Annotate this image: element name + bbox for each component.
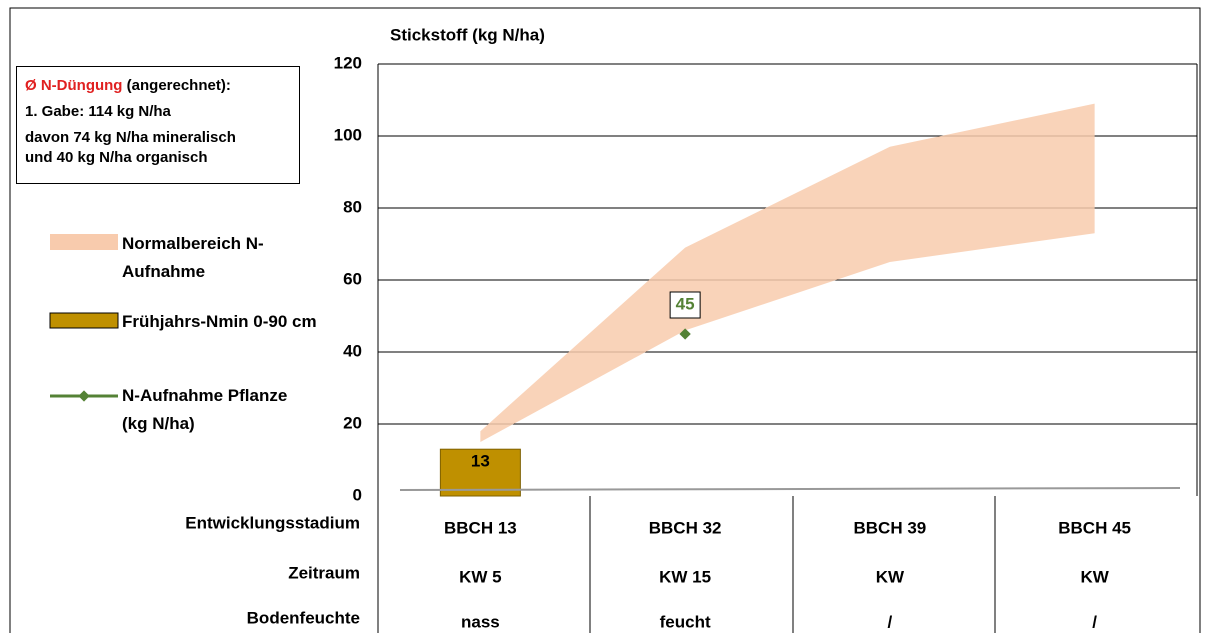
- y-tick-label: 100: [334, 125, 362, 144]
- table-cell: KW 15: [659, 567, 711, 586]
- info-highlight: Ø N-Düngung: [25, 77, 123, 94]
- y-tick-label: 40: [343, 341, 362, 360]
- normal-range-band: [480, 103, 1095, 442]
- legend-label: Normalbereich N-Aufnahme: [122, 234, 264, 281]
- table-cell: KW: [876, 567, 905, 586]
- category-label: BBCH 13: [444, 518, 517, 537]
- category-label: BBCH 39: [854, 518, 927, 537]
- table-cell: KW: [1080, 567, 1109, 586]
- chart-title: Stickstoff (kg N/ha): [390, 25, 545, 44]
- info-heading: Ø N-Düngung (angerechnet):: [25, 73, 291, 99]
- y-tick-label: 120: [334, 53, 362, 72]
- row-label: Zeitraum: [288, 563, 360, 582]
- y-tick-label: 80: [343, 197, 362, 216]
- info-line: davon 74 kg N/ha mineralisch: [25, 129, 236, 146]
- bar-label: 13: [471, 452, 490, 471]
- table-cell: nass: [461, 612, 500, 631]
- legend-label: N-Aufnahme Pflanze (kg N/ha): [122, 386, 288, 433]
- page-frame: [9, 7, 1201, 633]
- category-label: BBCH 45: [1058, 518, 1131, 537]
- info-box: Ø N-Düngung (angerechnet): 1. Gabe: 114 …: [16, 66, 300, 184]
- y-tick-label: 60: [343, 269, 362, 288]
- table-cell: /: [1092, 612, 1097, 631]
- info-line: und 40 kg N/ha organisch: [25, 149, 208, 166]
- info-line: 1. Gabe: 114 kg N/ha: [25, 103, 171, 120]
- row-label: Bodenfeuchte: [247, 608, 360, 627]
- info-heading-rest: (angerechnet):: [126, 77, 231, 94]
- point: [679, 328, 691, 340]
- y-tick-label: 20: [343, 413, 362, 432]
- table-cell: feucht: [660, 612, 711, 631]
- table-cell: /: [888, 612, 893, 631]
- point-label-box: [669, 291, 701, 319]
- y-tick-label: 0: [353, 485, 362, 504]
- table-cell: KW 5: [459, 567, 502, 586]
- row-label: Entwicklungsstadium: [185, 513, 360, 532]
- point-label: 45: [676, 294, 695, 313]
- legend-swatch: [78, 390, 90, 402]
- legend-swatch: [50, 234, 118, 250]
- legend-label: Frühjahrs-Nmin 0-90 cm: [122, 312, 317, 331]
- ground: [399, 487, 1181, 491]
- nmin-bar: [439, 448, 521, 497]
- legend-swatch: [49, 312, 119, 329]
- category-label: BBCH 32: [649, 518, 722, 537]
